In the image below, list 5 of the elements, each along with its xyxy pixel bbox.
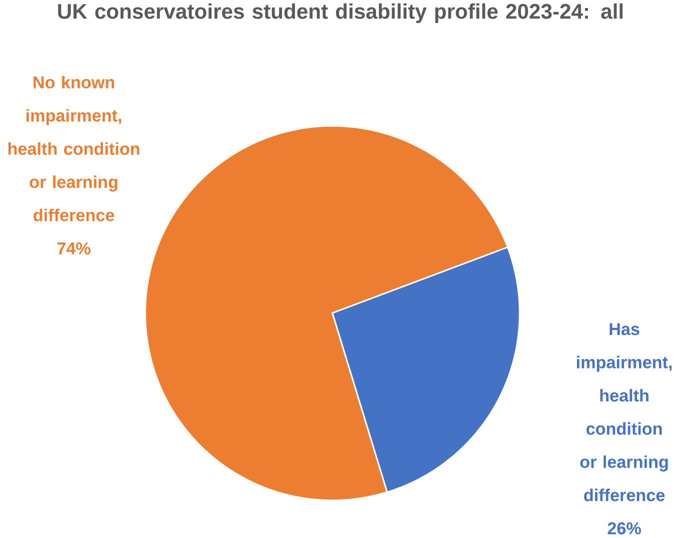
category-label: Has impairment, health condition or learning difference [577,323,672,502]
chart-title: UK conservatoires student disability profile 2023-24: all [58,3,623,24]
data-label: 74% [57,242,90,255]
data-label: 26% [608,522,641,535]
category-label: No known impairment, health condition or learning difference [8,76,140,222]
